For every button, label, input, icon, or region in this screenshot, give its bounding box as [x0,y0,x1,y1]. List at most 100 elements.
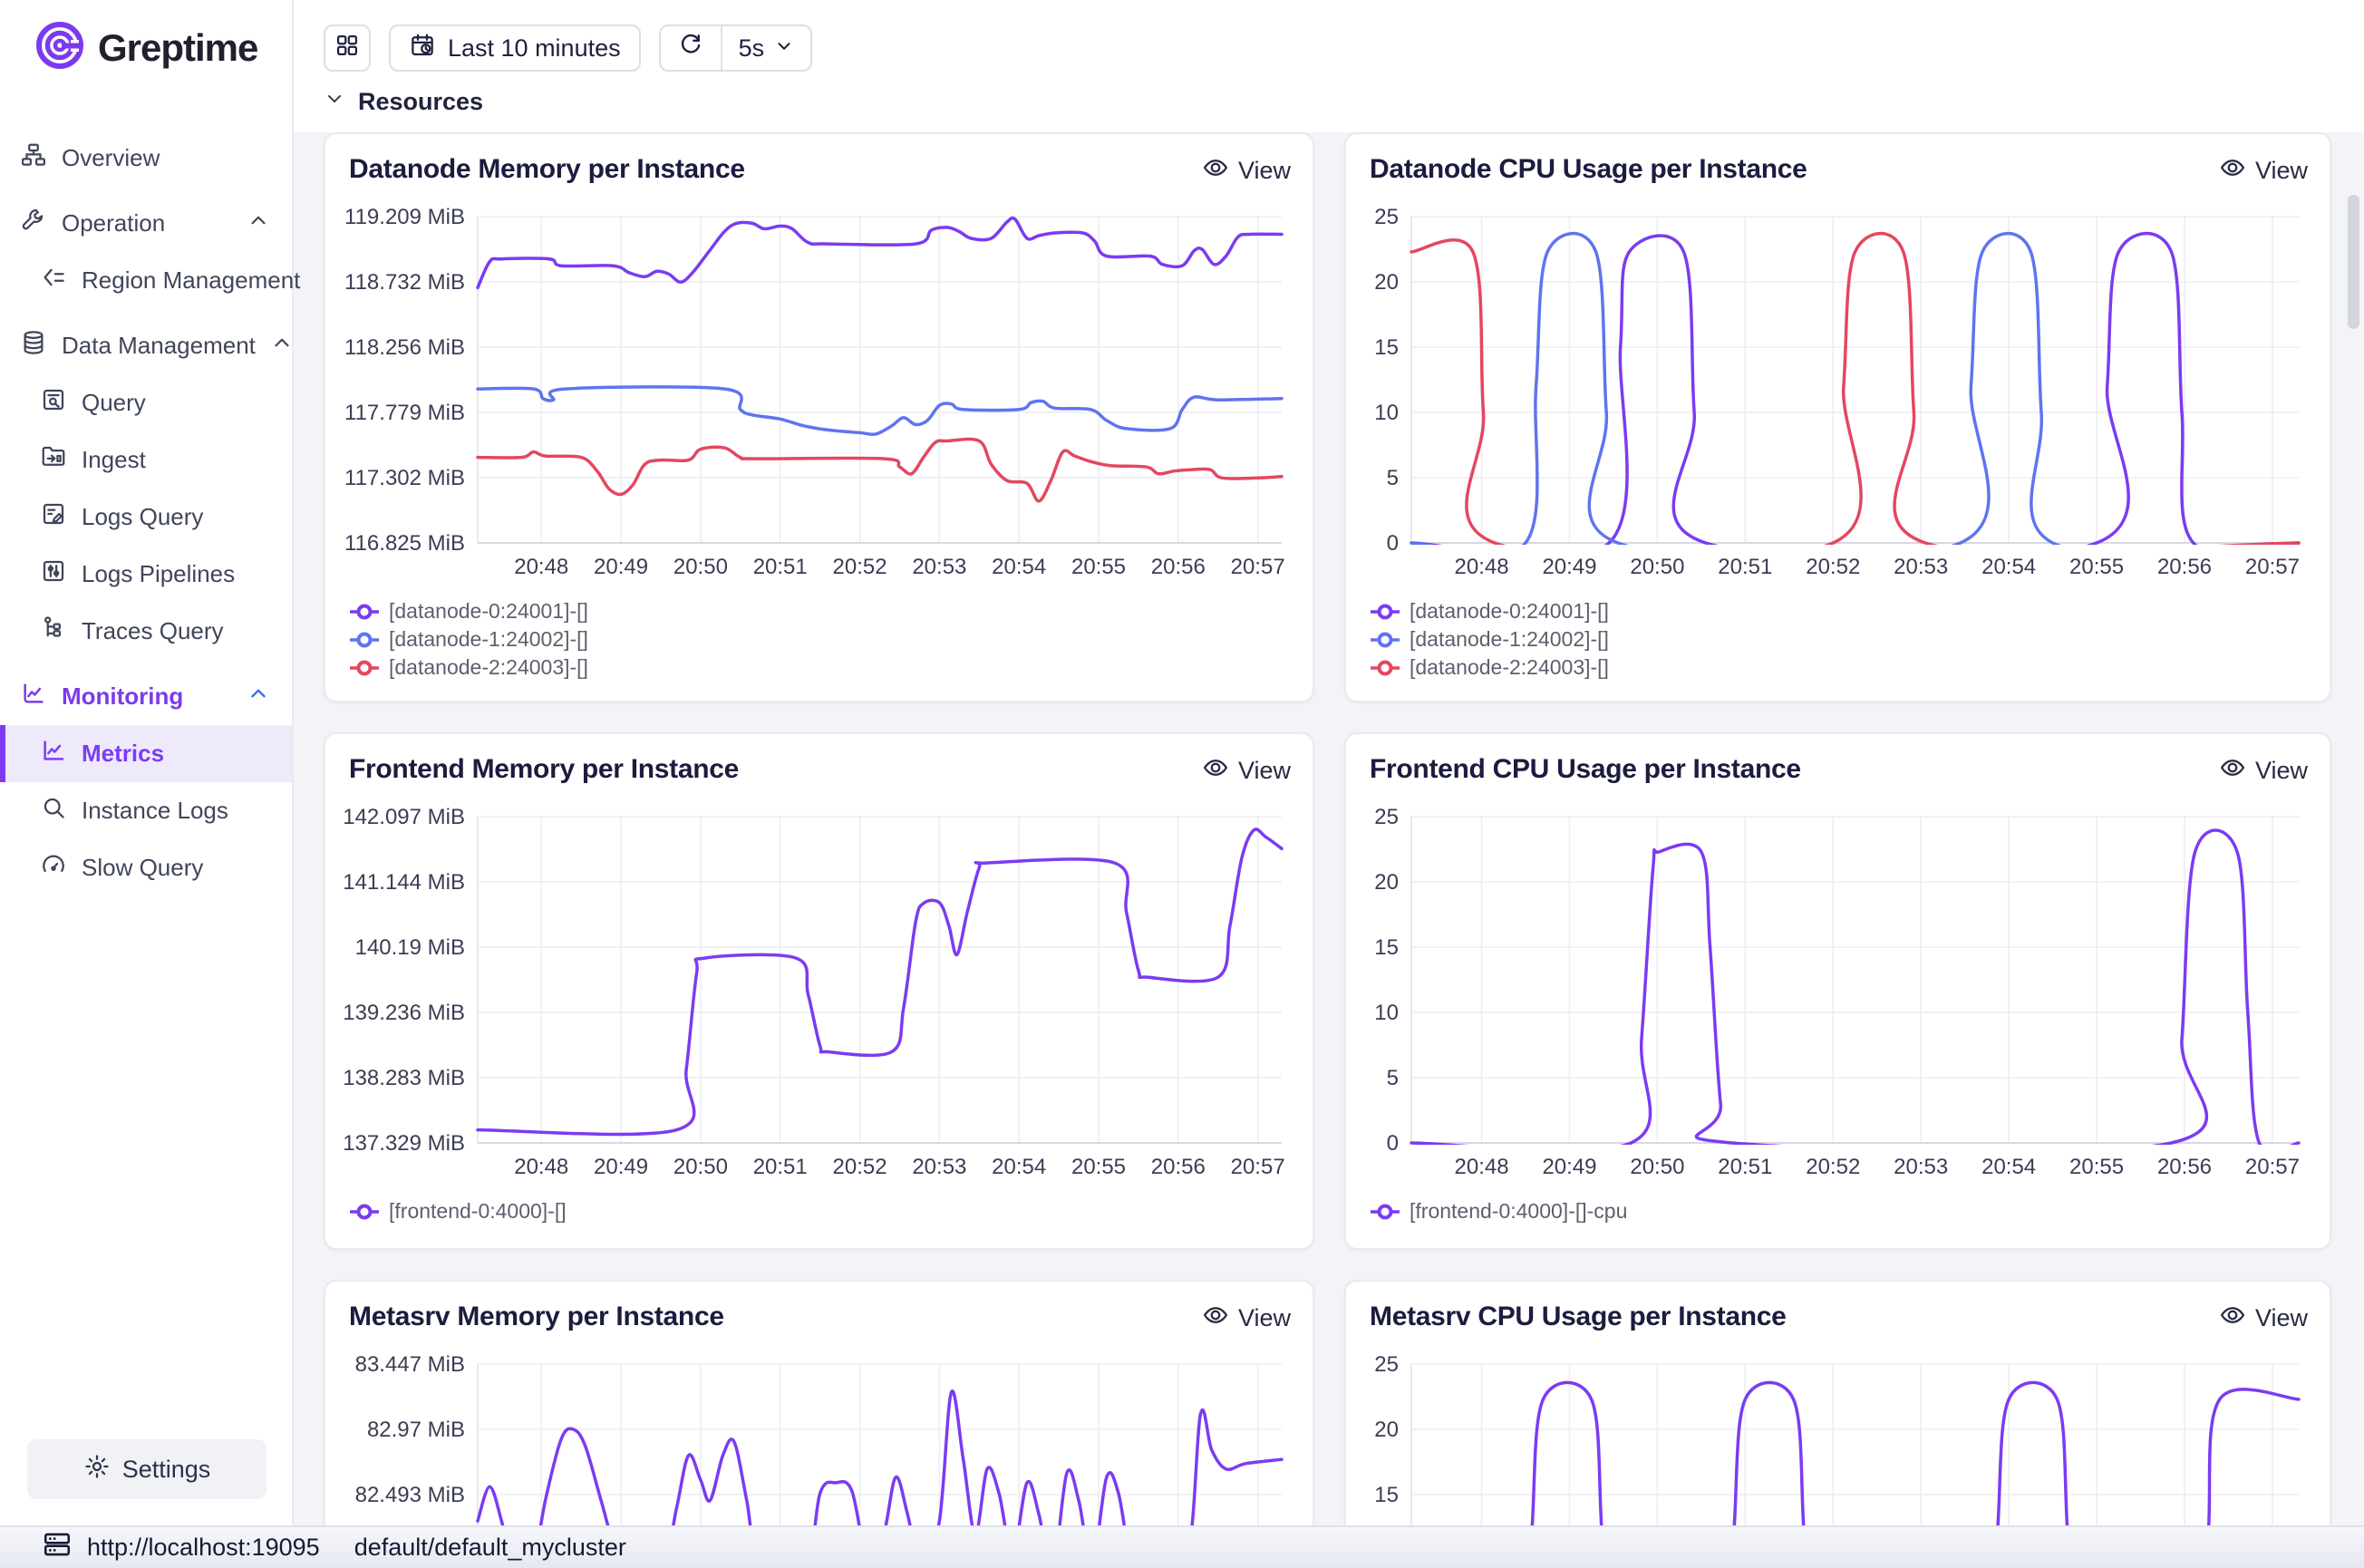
svg-text:20:48: 20:48 [514,1155,568,1179]
greptime-logo[interactable]: Greptime [0,0,292,75]
svg-text:20:56: 20:56 [1151,1155,1206,1179]
sidebar-item-logs-query[interactable]: Logs Query [0,489,292,546]
eye-icon [2219,154,2246,188]
sidebar-item-data-management[interactable]: Data Management [0,317,292,374]
sidebar-item-label: Metrics [82,740,165,767]
legend-item[interactable]: [datanode-0:24001]-[] [349,597,1300,625]
chevron-up-icon[interactable] [270,331,294,361]
chart-legend: [frontend-0:4000]-[] [338,1197,1300,1225]
svg-text:20:48: 20:48 [514,555,568,579]
calendar-clock-icon [409,32,436,65]
sidebar-item-label: Traces Query [82,617,224,644]
legend-marker-icon [1371,660,1400,675]
line-chart[interactable]: 25 20 15 10 5 0 20:48 20:49 20:50 20:51 20:52 20:53… [1359,799,2317,1188]
refresh-interval-dropdown[interactable]: 5s [722,26,811,70]
sidebar-item-label: Logs Pipelines [82,560,236,587]
sidebar-item-region-management[interactable]: Region Management [0,252,300,309]
svg-text:20:55: 20:55 [1071,555,1126,579]
svg-text:25: 25 [1374,205,1399,229]
chart-title: Metasrv CPU Usage per Instance [1370,1302,1787,1331]
svg-text:0: 0 [1387,531,1399,556]
time-range-button[interactable]: Last 10 minutes [389,24,641,72]
svg-text:20:54: 20:54 [1981,1155,2036,1179]
svg-text:117.779 MiB: 117.779 MiB [344,401,465,425]
svg-text:20:50: 20:50 [673,555,728,579]
svg-text:20:57: 20:57 [2245,555,2300,579]
svg-text:141.144 MiB: 141.144 MiB [343,870,465,895]
sidebar-nav: Overview Operation Region Management Dat… [0,130,300,896]
line-chart[interactable]: 119.209 MiB 118.732 MiB 118.256 MiB 117.779… [338,198,1300,588]
svg-text:20:51: 20:51 [1718,1155,1772,1179]
svg-text:20: 20 [1374,270,1399,295]
settings-button[interactable]: Settings [27,1439,266,1499]
legend-item[interactable]: [datanode-0:24001]-[] [1370,597,2317,625]
sidebar-item-operation[interactable]: Operation [0,195,292,252]
svg-text:118.732 MiB: 118.732 MiB [344,270,465,295]
sidebar-item-monitoring[interactable]: Monitoring [0,668,292,725]
svg-text:20:50: 20:50 [673,1155,728,1179]
legend-item[interactable]: [frontend-0:4000]-[] [349,1197,1300,1225]
svg-text:20:53: 20:53 [912,1155,966,1179]
view-button[interactable]: View [2219,154,2308,188]
button-divider [720,26,722,70]
legend-label: [frontend-0:4000]-[]-cpu [1410,1199,1628,1223]
vertical-scrollbar-thumb[interactable] [2348,195,2359,329]
view-button[interactable]: View [1202,754,1291,788]
view-button[interactable]: View [1202,1302,1291,1335]
chart-title: Datanode CPU Usage per Instance [1370,154,1807,184]
legend-marker-icon [350,604,379,619]
sidebar-item-instance-logs[interactable]: Instance Logs [0,782,292,839]
main-content: Last 10 minutes 5s Resources [294,0,2364,1568]
refresh-icon [677,32,704,65]
grid-icon [334,33,360,64]
sidebar-item-metrics[interactable]: Metrics [0,725,292,782]
section-title: Resources [358,88,484,115]
dashboard-cards: Datanode Memory per Instance View 119.20… [294,132,2364,1568]
svg-text:139.236 MiB: 139.236 MiB [343,1001,465,1025]
svg-text:20:49: 20:49 [594,1155,648,1179]
resources-section-header[interactable]: Resources [324,88,2332,116]
svg-text:20:48: 20:48 [1455,555,1509,579]
svg-text:10: 10 [1374,1001,1399,1025]
svg-text:20:50: 20:50 [1630,1155,1684,1179]
svg-text:20: 20 [1374,1418,1399,1442]
refresh-button[interactable] [661,26,721,70]
refresh-control: 5s [658,24,813,72]
legend-marker-icon [350,1204,379,1219]
settings-label: Settings [121,1455,211,1483]
svg-text:20:52: 20:52 [1806,1155,1860,1179]
chevron-up-icon[interactable] [247,682,270,711]
logs-query-icon [40,500,67,534]
overview-icon [20,141,47,175]
svg-text:82.493 MiB: 82.493 MiB [355,1483,465,1507]
logs-pipelines-icon [40,557,67,591]
chart-title: Frontend Memory per Instance [349,754,740,784]
chevron-up-icon[interactable] [247,208,270,238]
sidebar-item-slow-query[interactable]: Slow Query [0,839,292,896]
chart-card-datanode-cpu: Datanode CPU Usage per Instance View 25 2… [1344,132,2331,702]
sidebar-item-logs-pipelines[interactable]: Logs Pipelines [0,546,292,603]
svg-text:20:49: 20:49 [1542,1155,1596,1179]
view-label: View [2254,157,2308,184]
sidebar-item-query[interactable]: Query [0,374,292,431]
legend-item[interactable]: [datanode-2:24003]-[] [349,653,1300,682]
view-button[interactable]: View [1202,154,1291,188]
cluster-name[interactable]: default/default_mycluster [354,1534,626,1561]
legend-item[interactable]: [datanode-2:24003]-[] [1370,653,2317,682]
svg-text:20:50: 20:50 [1630,555,1684,579]
line-chart[interactable]: 142.097 MiB 141.144 MiB 140.19 MiB 139.236 … [338,799,1300,1188]
sidebar-item-traces-query[interactable]: Traces Query [0,603,292,660]
view-button[interactable]: View [2219,1302,2308,1335]
legend-marker-icon [1371,632,1400,647]
legend-item[interactable]: [frontend-0:4000]-[]-cpu [1370,1197,2317,1225]
line-chart[interactable]: 25 20 15 10 5 0 20:48 20:49 20:50 20:51 20:52 20:53… [1359,198,2317,588]
layout-grid-button[interactable] [324,24,371,72]
server-url[interactable]: http://localhost:19095 [87,1534,320,1561]
legend-item[interactable]: [datanode-1:24002]-[] [349,625,1300,653]
sidebar-item-ingest[interactable]: Ingest [0,431,292,489]
svg-text:20:52: 20:52 [833,555,887,579]
sidebar-item-overview[interactable]: Overview [0,130,292,187]
view-button[interactable]: View [2219,754,2308,788]
legend-item[interactable]: [datanode-1:24002]-[] [1370,625,2317,653]
